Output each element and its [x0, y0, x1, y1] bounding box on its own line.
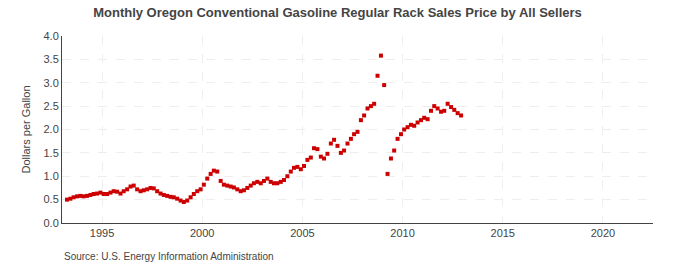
svg-text:4.0: 4.0: [44, 30, 59, 42]
svg-text:2010: 2010: [390, 227, 414, 239]
svg-text:2000: 2000: [190, 227, 214, 239]
svg-text:1.0: 1.0: [44, 170, 59, 182]
svg-text:Monthly Oregon Conventional Ga: Monthly Oregon Conventional Gasoline Reg…: [93, 5, 582, 20]
svg-text:2.0: 2.0: [44, 123, 59, 135]
svg-text:1995: 1995: [90, 227, 114, 239]
svg-text:0.5: 0.5: [44, 193, 59, 205]
svg-text:2020: 2020: [591, 227, 615, 239]
svg-text:Dollars per Gallon: Dollars per Gallon: [20, 85, 32, 173]
svg-text:Source: U.S. Energy Informatio: Source: U.S. Energy Information Administ…: [64, 251, 274, 262]
svg-text:3.5: 3.5: [44, 53, 59, 65]
svg-text:2.5: 2.5: [44, 100, 59, 112]
svg-text:1.5: 1.5: [44, 147, 59, 159]
svg-text:2015: 2015: [491, 227, 515, 239]
svg-text:2005: 2005: [290, 227, 314, 239]
svg-text:3.0: 3.0: [44, 77, 59, 89]
svg-text:0.0: 0.0: [44, 217, 59, 229]
